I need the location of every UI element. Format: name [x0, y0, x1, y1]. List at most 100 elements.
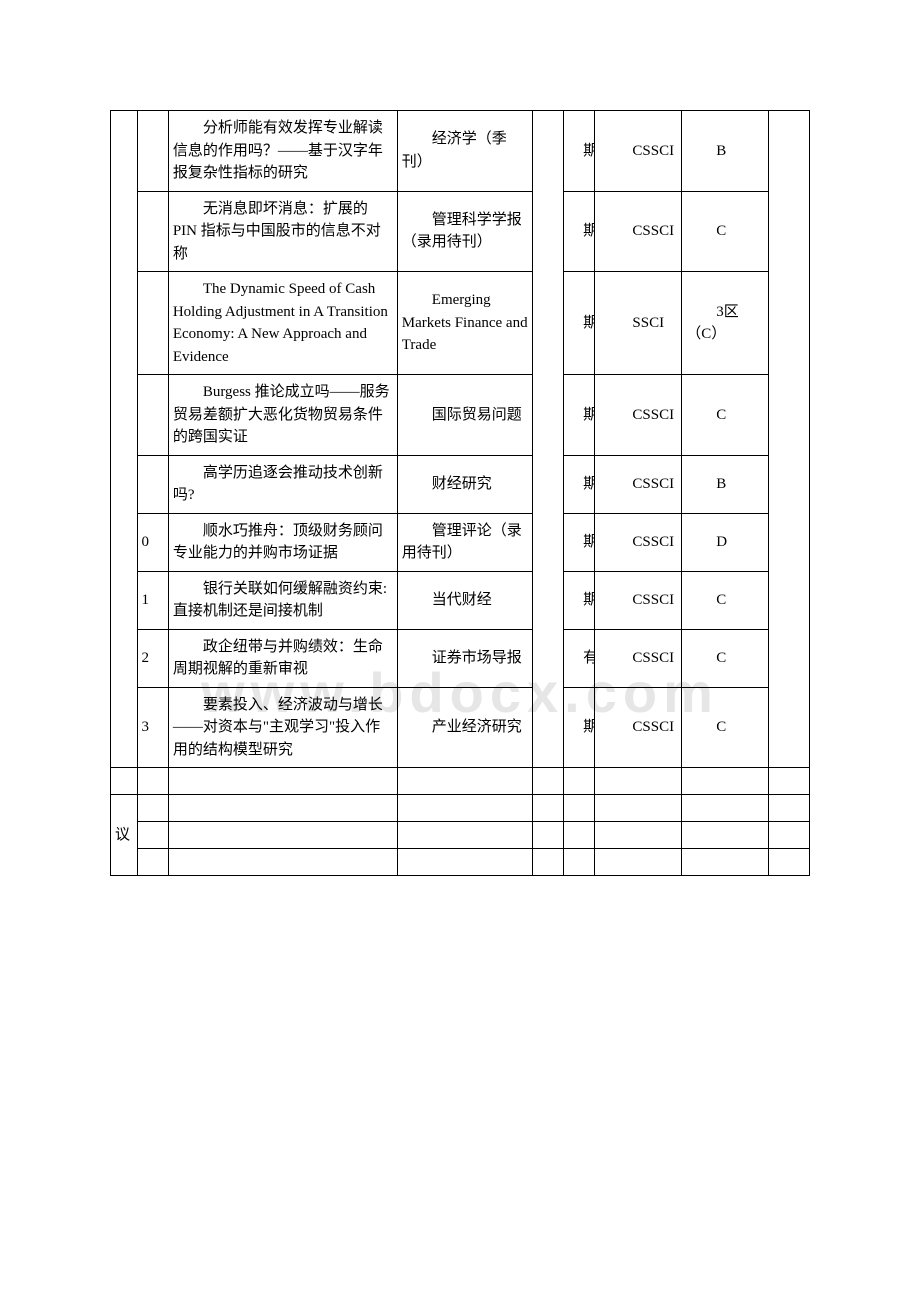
grade-text: C	[686, 404, 764, 427]
grade-text: B	[686, 473, 764, 496]
cell	[137, 822, 168, 849]
grade-text: C	[686, 589, 764, 612]
cell-title: Burgess 推论成立吗——服务贸易差额扩大恶化货物贸易条件的跨国实证	[168, 375, 397, 456]
cell	[397, 849, 532, 876]
cell	[137, 768, 168, 795]
cell-index: CSSCI	[595, 455, 682, 513]
cell-journal: 证券市场导报	[397, 629, 532, 687]
cell	[168, 768, 397, 795]
table-row: The Dynamic Speed of Cash Holding Adjust…	[111, 272, 810, 375]
cell	[168, 849, 397, 876]
table-row: 2政企纽带与并购绩效：生命周期视解的重新审视证券市场导报有CSSCIC	[111, 629, 810, 687]
cell-journal: 经济学（季刊）	[397, 111, 532, 192]
cell-grade: D	[682, 513, 769, 571]
cell	[397, 822, 532, 849]
cell-title: 银行关联如何缓解融资约束:直接机制还是间接机制	[168, 571, 397, 629]
table-row-footer: 议	[111, 795, 810, 822]
cell-index: CSSCI	[595, 687, 682, 768]
cell	[137, 795, 168, 822]
cell-journal: Emerging Markets Finance and Trade	[397, 272, 532, 375]
grade-text: D	[686, 531, 764, 554]
cell-index: CSSCI	[595, 629, 682, 687]
cell-num: 1	[137, 571, 168, 629]
cell	[768, 768, 809, 795]
cell-title: The Dynamic Speed of Cash Holding Adjust…	[168, 272, 397, 375]
cell	[532, 795, 563, 822]
cell-rowspan-left	[111, 111, 138, 768]
table-row: 0顺水巧推舟：顶级财务顾问专业能力的并购市场证据管理评论（录用待刊） 期CSSCI…	[111, 513, 810, 571]
cell-journal: 产业经济研究	[397, 687, 532, 768]
cell	[564, 795, 595, 822]
cell	[595, 822, 682, 849]
grade-text: C	[686, 716, 764, 739]
grade-text: B	[686, 140, 764, 163]
cell-title: 要素投入、经济波动与增长——对资本与"主观学习"投入作用的结构模型研究	[168, 687, 397, 768]
cell	[137, 849, 168, 876]
cell	[397, 795, 532, 822]
cell-title: 顺水巧推舟：顶级财务顾问专业能力的并购市场证据	[168, 513, 397, 571]
cell-flag: 期	[564, 571, 595, 629]
grade-text: C	[686, 220, 764, 243]
cell-num: 0	[137, 513, 168, 571]
table-row: 分析师能有效发挥专业解读信息的作用吗？——基于汉字年报复杂性指标的研究经济学（季…	[111, 111, 810, 192]
cell-num	[137, 191, 168, 272]
table-row-footer	[111, 822, 810, 849]
cell-grade: C	[682, 191, 769, 272]
cell-grade: B	[682, 455, 769, 513]
table-row: Burgess 推论成立吗——服务贸易差额扩大恶化货物贸易条件的跨国实证国际贸易…	[111, 375, 810, 456]
cell	[768, 822, 809, 849]
table-row: 3要素投入、经济波动与增长——对资本与"主观学习"投入作用的结构模型研究产业经济…	[111, 687, 810, 768]
cell	[682, 795, 769, 822]
cell-num: 3	[137, 687, 168, 768]
cell-grade: C	[682, 629, 769, 687]
cell-journal: 财经研究	[397, 455, 532, 513]
cell-index: SSCI	[595, 272, 682, 375]
cell-grade: C	[682, 375, 769, 456]
cell-journal: 国际贸易问题	[397, 375, 532, 456]
cell-rowspan-mid	[532, 111, 563, 768]
cell	[595, 795, 682, 822]
cell	[564, 768, 595, 795]
cell-flag: 期	[564, 455, 595, 513]
cell	[111, 768, 138, 795]
table-row: 高学历追逐会推动技术创新吗?财经研究期CSSCIB	[111, 455, 810, 513]
table-row-footer	[111, 849, 810, 876]
cell	[532, 849, 563, 876]
cell-num	[137, 375, 168, 456]
cell	[168, 795, 397, 822]
cell-index: CSSCI	[595, 513, 682, 571]
cell-journal: 当代财经	[397, 571, 532, 629]
cell-title: 无消息即坏消息：扩展的 PIN 指标与中国股市的信息不对称	[168, 191, 397, 272]
cell	[564, 849, 595, 876]
cell-grade: C	[682, 687, 769, 768]
cell	[595, 768, 682, 795]
cell-flag: 期	[564, 513, 595, 571]
cell-flag: 期	[564, 111, 595, 192]
cell-grade: C	[682, 571, 769, 629]
cell-title: 高学历追逐会推动技术创新吗?	[168, 455, 397, 513]
cell	[564, 822, 595, 849]
cell-index: CSSCI	[595, 375, 682, 456]
cell	[595, 849, 682, 876]
cell	[397, 768, 532, 795]
cell	[768, 849, 809, 876]
cell-flag: 期	[564, 375, 595, 456]
cell-num	[137, 272, 168, 375]
cell	[532, 768, 563, 795]
grade-text: 3区（C）	[686, 301, 764, 346]
cell-flag: 有	[564, 629, 595, 687]
cell-num	[137, 111, 168, 192]
cell-flag: 期	[564, 191, 595, 272]
cell-journal: 管理评论（录用待刊）	[397, 513, 532, 571]
table-row: 无消息即坏消息：扩展的 PIN 指标与中国股市的信息不对称管理科学学报（录用待刊…	[111, 191, 810, 272]
cell	[768, 795, 809, 822]
cell-index: CSSCI	[595, 571, 682, 629]
cell	[682, 822, 769, 849]
cell-grade: B	[682, 111, 769, 192]
cell-num: 2	[137, 629, 168, 687]
cell-title: 分析师能有效发挥专业解读信息的作用吗？——基于汉字年报复杂性指标的研究	[168, 111, 397, 192]
cell-grade: 3区（C）	[682, 272, 769, 375]
cell-flag: 期	[564, 687, 595, 768]
cell-rowspan-right	[768, 111, 809, 768]
cell	[682, 768, 769, 795]
